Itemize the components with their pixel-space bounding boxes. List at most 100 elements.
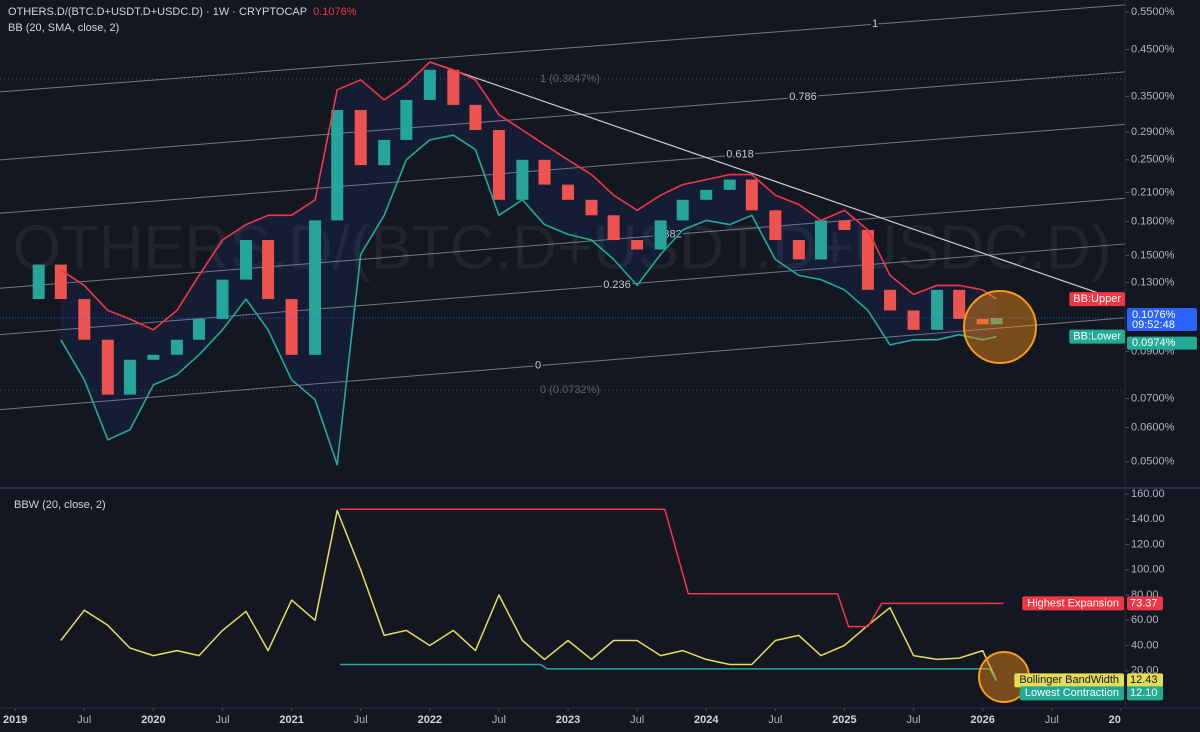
y-tick-label: 0.1800% (1131, 215, 1175, 227)
x-tick-label: Jul (215, 714, 229, 726)
fib-channel-line (0, 123, 1126, 214)
y-tick-label: 0.1300% (1131, 276, 1175, 288)
fib-level-label: 1 (872, 18, 878, 30)
trendline (429, 61, 1126, 303)
y-tick-label: 120.00 (1131, 538, 1165, 550)
y-tick-label: 0.5500% (1131, 6, 1175, 18)
bollinger-band (60, 134, 997, 466)
band-name-box (1069, 292, 1125, 307)
legend-box (1019, 686, 1124, 701)
candle (562, 184, 575, 200)
watermark: OTHERS.D/(BTC.D+USDT.D+USDC.D) (13, 213, 1112, 282)
legend-label: Highest Expansion (1027, 597, 1119, 609)
y-tick-label: 160.00 (1131, 488, 1165, 500)
x-tick-label: Jul (907, 714, 921, 726)
x-tick-label: Jul (77, 714, 91, 726)
x-tick-label: 2019 (3, 714, 27, 726)
indicator-title: BB (20, SMA, close, 2) (8, 22, 119, 34)
candle (976, 319, 989, 325)
bollinger-band (60, 61, 997, 331)
y-tick-label: 0.1500% (1131, 250, 1175, 262)
fib-level-label: 0 (535, 360, 541, 372)
y-tick-label: 40.00 (1131, 639, 1159, 651)
highlight-circle (963, 290, 1037, 364)
value-box (1127, 673, 1163, 688)
value-label: 12.10 (1130, 687, 1158, 699)
candle (814, 220, 827, 260)
fib-level-label: 0.786 (789, 91, 817, 103)
chart-title: OTHERS.D/(BTC.D+USDT.D+USDC.D) · 1W · CR… (8, 6, 307, 18)
candle (32, 264, 45, 300)
last-price: 0.1076% (313, 6, 357, 18)
x-tick-label: 2021 (279, 714, 303, 726)
candle (123, 359, 136, 395)
price-label: 0.1076% (1132, 309, 1176, 321)
fib-channel-line (0, 243, 1126, 336)
price-box (1127, 307, 1197, 331)
candle (309, 220, 322, 355)
x-tick-label: Jul (1045, 714, 1059, 726)
x-tick-label: 2024 (694, 714, 719, 726)
legend-label: Bollinger BandWidth (1019, 674, 1119, 686)
band-name-label: BB:Lower (1073, 331, 1121, 343)
candle (516, 159, 529, 200)
legend-box (1022, 596, 1124, 611)
candle (861, 229, 874, 290)
y-tick-label: 0.2100% (1131, 186, 1175, 198)
x-tick-label: 20 (1109, 714, 1121, 726)
candle (101, 339, 114, 395)
indicator-title: BBW (20, close, 2) (14, 499, 106, 511)
candle (723, 179, 736, 190)
band-value-label: 0.0974% (1132, 337, 1176, 349)
candle (631, 240, 644, 250)
y-tick-label: 0.2900% (1131, 126, 1175, 138)
candle (990, 317, 1003, 325)
x-tick-label: Jul (768, 714, 782, 726)
band-value-box (1127, 336, 1197, 350)
candle (147, 354, 160, 360)
candle (240, 240, 253, 280)
y-tick-label: 0.3500% (1131, 91, 1175, 103)
countdown: 09:52:48 (1132, 319, 1175, 331)
y-tick-label: 0.0500% (1131, 456, 1175, 468)
y-tick-label: 0.4500% (1131, 43, 1175, 55)
fib-channel-line (0, 4, 1126, 93)
candle (262, 240, 275, 300)
candle (469, 104, 482, 131)
candle (538, 159, 551, 185)
series-line (60, 509, 998, 681)
x-tick-label: 2026 (970, 714, 994, 726)
overlay: 0.5500% 0.4500% 0.3500% 0.2900% 0.2500% 0.210… (3, 6, 1197, 726)
candle (931, 289, 944, 330)
candle (585, 199, 598, 216)
candle (953, 289, 966, 320)
candle (607, 215, 620, 241)
candle (447, 69, 460, 105)
candle (492, 130, 505, 200)
candle (78, 299, 91, 340)
y-tick-label: 140.00 (1131, 513, 1165, 525)
x-tick-label: 2025 (832, 714, 856, 726)
candle (400, 99, 413, 140)
x-tick-label: Jul (354, 714, 368, 726)
series-line (340, 663, 998, 682)
candle (700, 189, 713, 200)
candle (216, 279, 229, 320)
y-tick-label: 0.0700% (1131, 393, 1175, 405)
value-label: 12.43 (1130, 674, 1158, 686)
band-fill (60, 62, 997, 465)
fib-channel-line (0, 317, 1126, 411)
fib-retracement-label: 0 (0.0732%) (540, 384, 600, 396)
fib-level-label: 0.236 (603, 279, 631, 291)
candle (769, 210, 782, 241)
x-tick-label: 2020 (141, 714, 165, 726)
candle (838, 220, 851, 230)
value-box (1127, 596, 1163, 611)
y-tick-label: 60.00 (1131, 614, 1159, 626)
value-label: 73.37 (1130, 597, 1158, 609)
y-tick-label: 100.00 (1131, 564, 1165, 576)
fib-level-label: 0.618 (726, 149, 754, 161)
candle (423, 69, 436, 100)
